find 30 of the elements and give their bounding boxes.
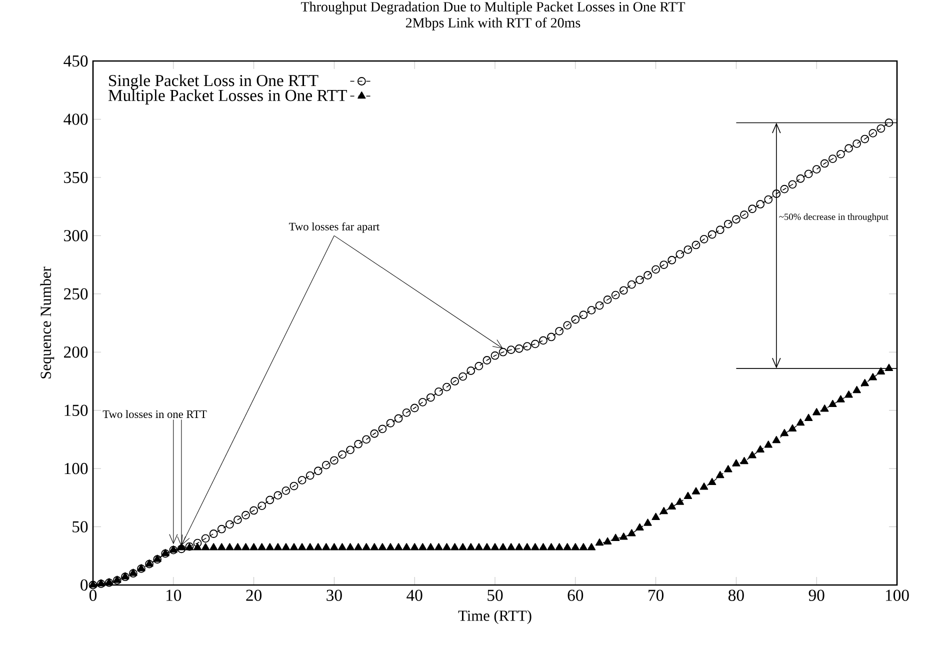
y-tick-label: 250 (64, 288, 88, 300)
y-tick-label: 300 (64, 230, 88, 242)
y-tick-label: 150 (64, 404, 88, 416)
x-tick-label: 50 (488, 590, 503, 601)
chart-title: Throughput Degradation Due to Multiple Packet Losses in One RTT (301, 2, 686, 14)
x-tick-label: 40 (406, 590, 422, 601)
legend-label: Single Packet Loss in One RTT (109, 74, 318, 90)
y-tick-label: 350 (64, 172, 88, 184)
x-tick-label: 30 (326, 590, 342, 601)
y-tick-label: 400 (64, 114, 88, 125)
annotation: ~50% decrease in throughput (779, 213, 888, 222)
y-tick-label: 0 (80, 579, 88, 591)
x-axis-title: Time (RTT) (458, 610, 532, 624)
chart-subtitle: 2Mbps Link with RTT of 20ms (406, 18, 580, 30)
annotation: Two losses far apart (289, 222, 380, 233)
x-tick-label: 70 (648, 590, 664, 601)
x-tick-label: 10 (166, 590, 182, 601)
x-tick-label: 100 (886, 590, 909, 601)
y-axis-title: Sequence Number (40, 266, 54, 378)
y-tick-label: 200 (64, 346, 88, 358)
x-tick-label: 90 (808, 590, 824, 601)
x-tick-label: 60 (568, 590, 584, 601)
y-tick-label: 450 (64, 55, 88, 67)
legend-label: Multiple Packet Losses in One RTT (108, 89, 347, 104)
y-tick-label: 100 (64, 462, 88, 474)
annotation: Two losses in one RTT (102, 410, 207, 418)
x-tick-label: 0 (89, 590, 97, 601)
x-tick-label: 80 (728, 590, 744, 601)
x-tick-label: 20 (246, 590, 262, 601)
y-tick-label: 50 (72, 521, 88, 532)
